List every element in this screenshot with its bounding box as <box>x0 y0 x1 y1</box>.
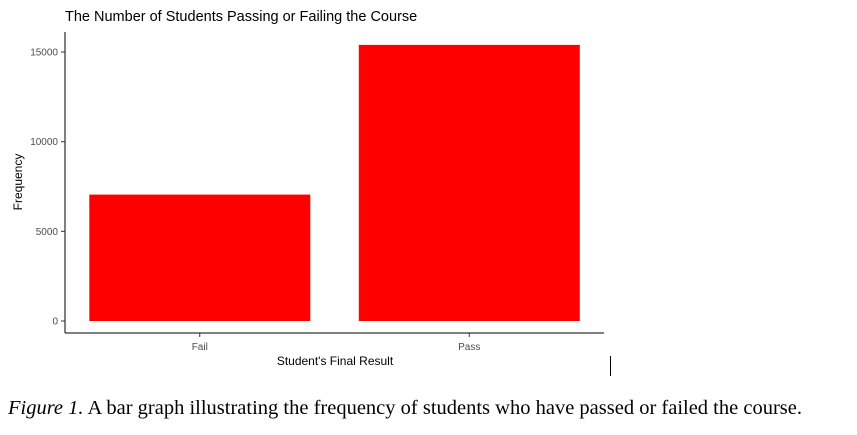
bars-group <box>89 44 580 322</box>
text-cursor <box>610 356 611 376</box>
figure-caption-text: A bar graph illustrating the frequency o… <box>87 397 802 419</box>
bar-chart: The Number of Students Passing or Failin… <box>11 9 604 368</box>
x-ticks-group: Fail Pass <box>192 333 480 353</box>
x-tick-label-pass: Pass <box>458 342 480 353</box>
y-tick-label-0: 0 <box>52 317 58 328</box>
y-tick-label-10000: 10000 <box>30 137 58 148</box>
y-tick-label-15000: 15000 <box>30 48 58 59</box>
y-tick-label-5000: 5000 <box>36 227 59 238</box>
x-tick-label-fail: Fail <box>192 342 208 353</box>
x-axis-title: Student's Final Result <box>277 354 394 368</box>
chart-title: The Number of Students Passing or Failin… <box>65 9 417 25</box>
y-axis-title: Frequency <box>11 154 25 211</box>
figure-caption: Figure 1. A bar graph illustrating the f… <box>8 397 853 420</box>
bar-pass <box>358 44 580 322</box>
bar-fail <box>89 194 311 321</box>
y-ticks-group: 0 5000 10000 15000 <box>30 48 65 328</box>
figure-label: Figure 1. <box>8 397 84 419</box>
